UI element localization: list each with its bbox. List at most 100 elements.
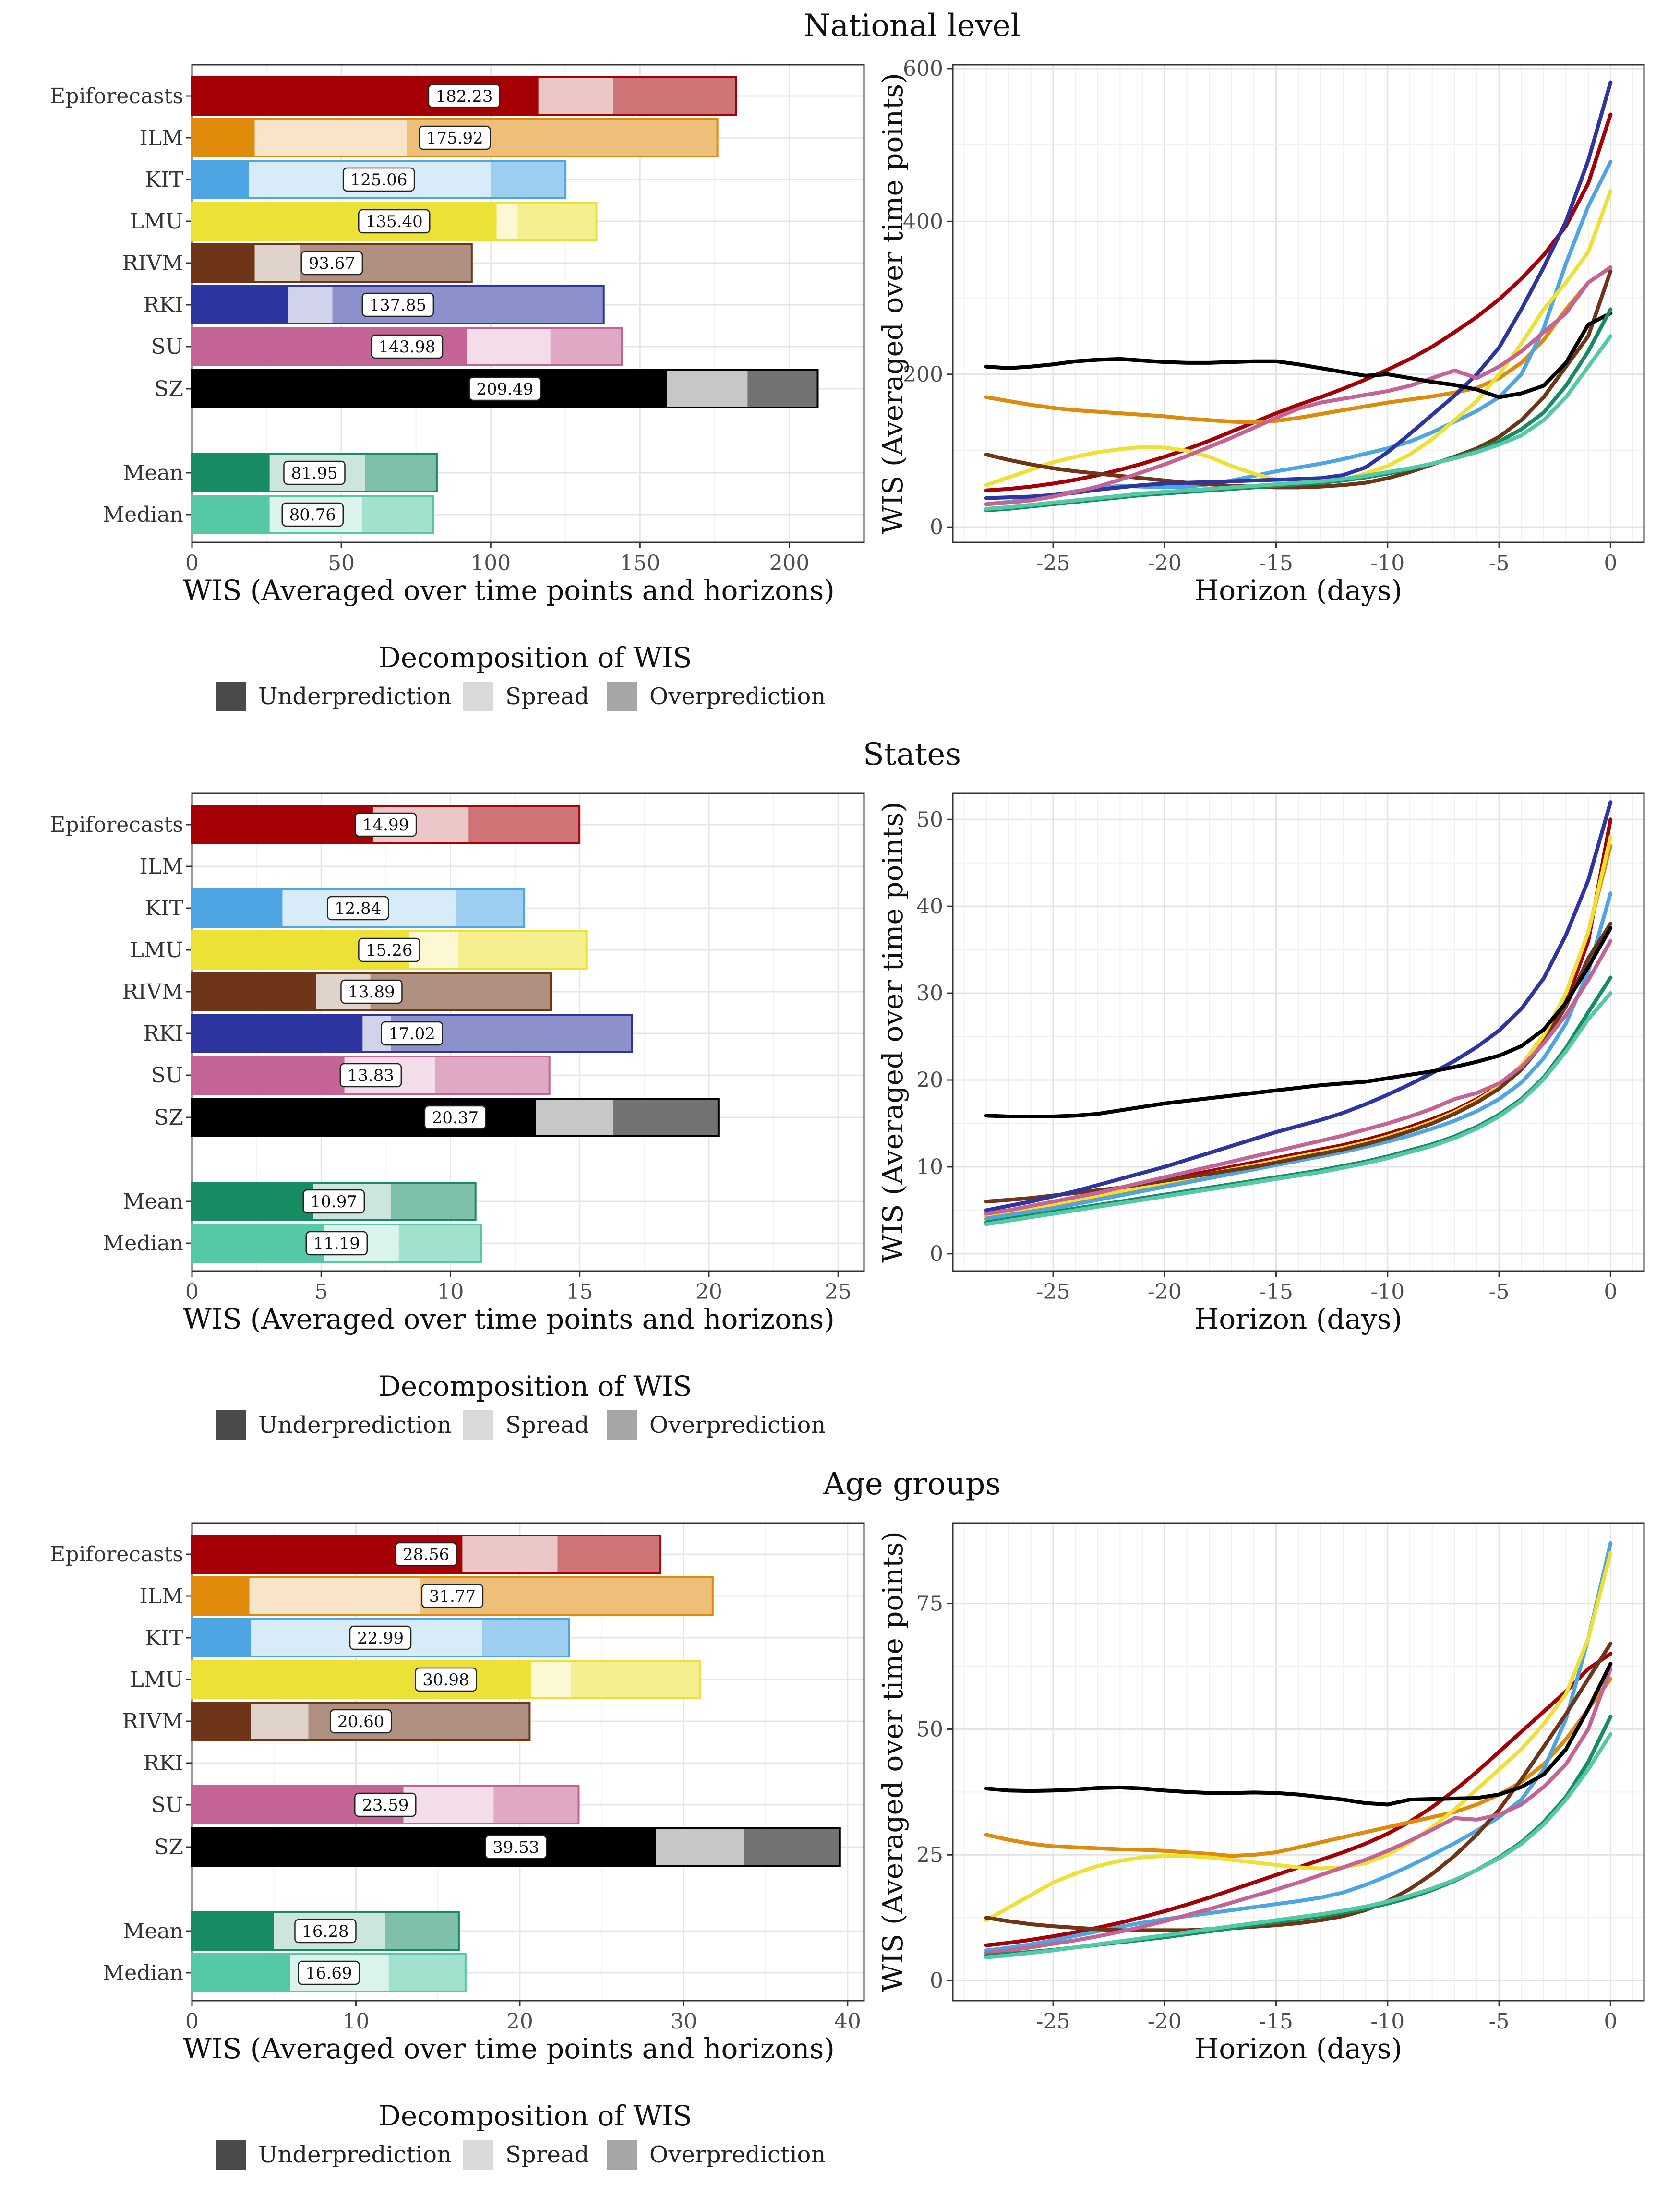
x-tick-label: -10: [1370, 551, 1404, 576]
series-line-kit: [984, 891, 1613, 1221]
total-label: 39.53: [492, 1838, 539, 1857]
category-label: SU: [151, 335, 183, 359]
series-line-rivm: [984, 1642, 1613, 1932]
spread-bar: [462, 1536, 558, 1573]
category-label: RIVM: [122, 980, 183, 1004]
section-title: Age groups: [823, 1466, 1001, 1502]
total-label: 14.99: [362, 816, 409, 835]
underprediction-bar: [192, 119, 255, 156]
bar-outline: [191, 1827, 841, 1867]
bar-outline: [191, 1014, 633, 1053]
total-label: 30.98: [422, 1670, 469, 1690]
category-label: ILM: [139, 1584, 183, 1608]
y-tick-label: 400: [903, 209, 943, 234]
overprediction-bar: [388, 1954, 466, 1992]
underprediction-bar: [192, 1015, 363, 1052]
series-line-sz: [984, 1662, 1613, 1807]
y-tick-label: 75: [916, 1592, 943, 1616]
total-label: 16.28: [302, 1922, 348, 1941]
category-label: KIT: [145, 168, 183, 192]
total-label: 209.49: [476, 380, 533, 399]
y-tick-label: 0: [930, 1968, 943, 1993]
overprediction-bar: [613, 1099, 719, 1136]
x-tick-label: 100: [470, 551, 511, 576]
x-tick-label: 0: [1604, 551, 1617, 576]
spread-bar: [288, 286, 333, 324]
underprediction-bar: [192, 1912, 274, 1950]
total-label-box: [421, 1584, 484, 1608]
x-tick-label: 10: [342, 2009, 369, 2034]
y-axis-title: WIS (Averaged over time points): [876, 73, 909, 534]
x-tick-label: 0: [185, 551, 199, 576]
x-axis-title: WIS (Averaged over time points and horiz…: [183, 2032, 835, 2065]
underprediction-bar: [192, 806, 373, 843]
bar-outline: [191, 118, 719, 157]
legend-label: Underprediction: [258, 683, 452, 710]
underprediction-bar: [192, 244, 255, 282]
bar-outline: [191, 1098, 720, 1137]
series-line-ilm: [984, 265, 1613, 425]
total-label-box: [354, 1792, 417, 1817]
spread-bar: [467, 328, 551, 365]
legend-label: Spread: [505, 1412, 589, 1439]
total-label-box: [326, 896, 389, 921]
total-label: 16.69: [305, 1964, 352, 1983]
bar-outline: [191, 1056, 551, 1095]
total-label-box: [361, 292, 434, 317]
underprediction-bar: [192, 1183, 314, 1220]
panel-frame: [952, 792, 1645, 1272]
spread-bar: [254, 119, 407, 156]
bar-outline: [191, 495, 434, 534]
series-line-rki: [984, 80, 1613, 500]
section-2: States Epiforecasts 14.99 ILM KIT 12.84 LMU 15.…: [50, 737, 1645, 1440]
line-panel: -25 -20 -15 -10 -5 0 0 25 50 75 Horizon (days) WIS …: [876, 1522, 1645, 2065]
bar-outline: [191, 972, 552, 1011]
total-label: 80.76: [289, 505, 336, 525]
total-label: 15.26: [366, 941, 412, 960]
total-label-box: [305, 1231, 368, 1256]
overprediction-bar: [456, 889, 524, 927]
total-label: 135.40: [366, 212, 423, 231]
total-label-box: [468, 376, 541, 401]
x-axis-title: Horizon (days): [1195, 2032, 1403, 2065]
overprediction-bar: [468, 806, 580, 843]
underprediction-bar: [192, 203, 497, 240]
underprediction-bar: [192, 1954, 290, 1992]
total-label: 182.23: [435, 87, 492, 106]
x-axis-title: Horizon (days): [1195, 1303, 1403, 1335]
total-label-box: [358, 937, 420, 962]
x-tick-label: -15: [1259, 1280, 1293, 1304]
total-label: 81.95: [291, 464, 337, 483]
category-label: Epiforecasts: [50, 84, 183, 108]
series-line-su: [984, 1667, 1613, 1955]
total-label-box: [283, 460, 346, 485]
x-tick-label: -20: [1148, 1280, 1182, 1304]
series-line-rki: [984, 800, 1613, 1212]
total-label-box: [329, 1709, 392, 1734]
series-line-epiforecasts: [984, 112, 1613, 492]
legend-label: Overprediction: [649, 2141, 826, 2168]
y-tick-label: 0: [930, 515, 943, 540]
total-label: 31.77: [429, 1587, 476, 1606]
section-1: National level Epiforecasts 182.23 ILM 175.9…: [50, 8, 1645, 711]
x-tick-label: -25: [1036, 551, 1070, 576]
total-label: 11.19: [313, 1234, 360, 1253]
y-tick-label: 0: [930, 1242, 943, 1266]
panel-frame: [952, 1522, 1645, 2002]
underprediction-bar: [192, 889, 283, 927]
spread-bar: [249, 1577, 420, 1615]
x-tick-label: -20: [1148, 2009, 1182, 2034]
bar-panel: Epiforecasts 28.56 ILM 31.77 KIT 22.99 LMU 30.9…: [50, 1522, 865, 2065]
total-label-box: [381, 1021, 443, 1046]
x-tick-label: 0: [185, 1280, 199, 1304]
bar-outline: [191, 1702, 531, 1741]
category-label: RKI: [144, 1751, 183, 1776]
series-line-su: [984, 939, 1613, 1216]
category-label: Epiforecasts: [50, 813, 183, 837]
y-tick-label: 50: [916, 807, 943, 832]
underprediction-bar: [192, 496, 270, 533]
total-label: 13.83: [348, 1066, 394, 1085]
total-label-box: [340, 979, 403, 1004]
bar-outline: [191, 1182, 477, 1221]
